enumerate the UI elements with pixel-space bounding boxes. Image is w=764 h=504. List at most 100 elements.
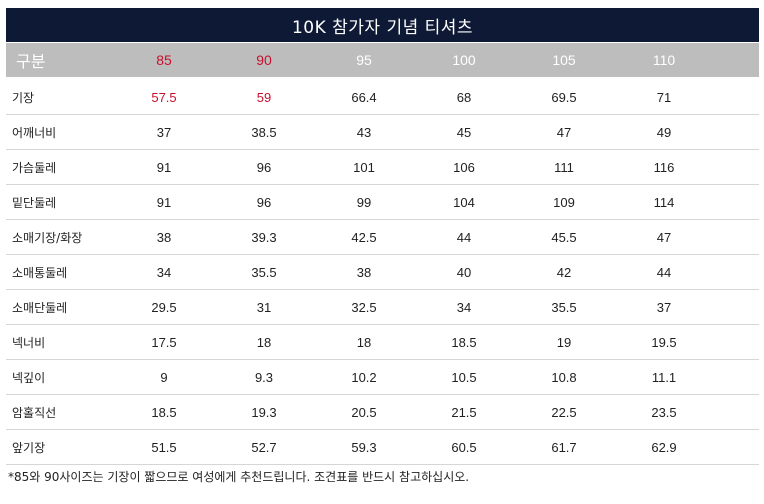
table-cell: 18: [256, 334, 272, 350]
table-cell: 66.4: [351, 89, 377, 105]
table-cell: 116: [653, 159, 675, 175]
table-cell: 11.1: [651, 369, 677, 385]
table-cell: 49: [656, 124, 672, 140]
table-cell: 69.5: [551, 89, 577, 105]
table-cell: 101: [353, 159, 375, 175]
table-cell: 60.5: [451, 439, 477, 455]
table-cell: 34: [156, 264, 172, 280]
table-row: 어깨너비 37 38.5 43 45 47 49: [6, 115, 759, 150]
table-cell: 45: [456, 124, 472, 140]
table-cell: 23.5: [651, 404, 677, 420]
table-cell: 99: [356, 194, 372, 210]
row-label: 가슴둘레: [12, 160, 57, 175]
table-cell: 17.5: [151, 334, 177, 350]
size-header: 105: [552, 52, 576, 68]
table-cell: 91: [156, 194, 172, 210]
table-cell: 22.5: [551, 404, 577, 420]
table-row: 암홀직선 18.5 19.3 20.5 21.5 22.5 23.5: [6, 395, 759, 430]
table-cell: 91: [156, 159, 172, 175]
table-cell: 37: [656, 299, 672, 315]
table-cell: 38.5: [251, 124, 277, 140]
table-row: 앞기장 51.5 52.7 59.3 60.5 61.7 62.9: [6, 430, 759, 465]
header-label: 구분: [16, 52, 46, 71]
table-row: 밑단둘레 91 96 99 104 109 114: [6, 185, 759, 220]
table-row: 소매기장/화장 38 39.3 42.5 44 45.5 47: [6, 220, 759, 255]
table-row: 넥깊이 9 9.3 10.2 10.5 10.8 11.1: [6, 360, 759, 395]
size-header: 95: [356, 52, 372, 68]
table-row: 소매단둘레 29.5 31 32.5 34 35.5 37: [6, 290, 759, 325]
table-row: 가슴둘레 91 96 101 106 111 116: [6, 150, 759, 185]
table-cell: 31: [256, 299, 272, 315]
table-cell: 71: [656, 89, 672, 105]
table-row: 기장 57.5 59 66.4 68 69.5 71: [6, 80, 759, 115]
table-cell: 45.5: [551, 229, 577, 245]
row-label: 넥깊이: [12, 370, 46, 385]
table-cell: 38: [356, 264, 372, 280]
table-cell: 44: [656, 264, 672, 280]
table-cell: 20.5: [351, 404, 377, 420]
table-cell: 10.2: [351, 369, 377, 385]
size-header: 90: [256, 52, 272, 68]
table-cell: 29.5: [151, 299, 177, 315]
table-cell: 19.3: [251, 404, 277, 420]
row-label: 밑단둘레: [12, 195, 57, 210]
table-cell: 44: [456, 229, 472, 245]
table-cell: 35.5: [251, 264, 277, 280]
table-cell: 96: [256, 159, 272, 175]
table-cell: 42.5: [351, 229, 377, 245]
table-cell: 34: [456, 299, 472, 315]
table-cell: 43: [356, 124, 372, 140]
table-cell: 47: [656, 229, 672, 245]
table-row: 넥너비 17.5 18 18 18.5 19 19.5: [6, 325, 759, 360]
table-cell: 19: [556, 334, 572, 350]
row-label: 소매통둘레: [12, 265, 68, 280]
row-label: 소매기장/화장: [12, 230, 83, 245]
size-header: 100: [452, 52, 476, 68]
size-header: 110: [652, 52, 676, 68]
table-cell: 104: [453, 194, 475, 210]
table-cell: 40: [456, 264, 472, 280]
table-cell: 68: [456, 89, 472, 105]
row-label: 넥너비: [12, 335, 46, 350]
table-cell: 52.7: [251, 439, 277, 455]
table-cell: 111: [554, 159, 574, 175]
page-title: 10K 참가자 기념 티셔츠: [6, 8, 759, 42]
table-row: 소매통둘레 34 35.5 38 40 42 44: [6, 255, 759, 290]
table-body: 기장 57.5 59 66.4 68 69.5 71 어깨너비 37 38.5 43 45 47 49 가슴…: [6, 80, 759, 465]
row-label: 암홀직선: [12, 405, 57, 420]
table-cell: 9.3: [254, 369, 274, 385]
table-cell: 59.3: [351, 439, 377, 455]
table-cell: 114: [653, 194, 675, 210]
table-cell: 19.5: [651, 334, 677, 350]
table-cell: 96: [256, 194, 272, 210]
table-cell: 10.5: [451, 369, 477, 385]
table-cell: 9: [160, 369, 168, 385]
table-cell: 59: [256, 89, 272, 105]
table-cell: 35.5: [551, 299, 577, 315]
row-label: 기장: [12, 90, 35, 105]
footnote: *85와 90사이즈는 기장이 짧으므로 여성에게 추천드립니다. 조견표를 반…: [8, 470, 470, 484]
row-label: 소매단둘레: [12, 300, 68, 315]
table-cell: 61.7: [551, 439, 577, 455]
table-header: 구분 85 90 95 100 105 110: [6, 43, 759, 77]
table-cell: 47: [556, 124, 572, 140]
table-cell: 18.5: [151, 404, 177, 420]
table-cell: 106: [453, 159, 475, 175]
size-header: 85: [156, 52, 172, 68]
table-cell: 39.3: [251, 229, 277, 245]
table-cell: 18.5: [451, 334, 477, 350]
table-cell: 21.5: [451, 404, 477, 420]
row-label: 어깨너비: [12, 125, 57, 140]
table-cell: 57.5: [151, 89, 177, 105]
table-cell: 38: [156, 229, 172, 245]
row-label: 앞기장: [12, 440, 46, 455]
table-cell: 32.5: [351, 299, 377, 315]
table-cell: 37: [156, 124, 172, 140]
table-cell: 109: [553, 194, 575, 210]
table-cell: 62.9: [651, 439, 677, 455]
table-cell: 18: [356, 334, 372, 350]
table-cell: 51.5: [151, 439, 177, 455]
table-cell: 42: [556, 264, 572, 280]
table-cell: 10.8: [551, 369, 577, 385]
